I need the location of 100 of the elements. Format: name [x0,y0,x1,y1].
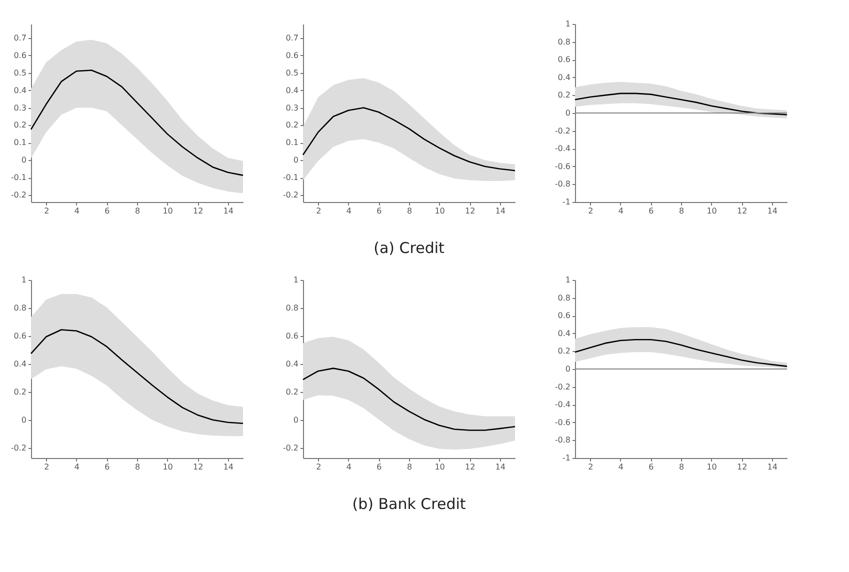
x-tick-label: 6 [376,462,382,472]
y-tick-label: -0.2 [282,444,298,453]
x-tick-label: 10 [434,206,445,216]
y-tick-label: -0.2 [282,190,298,200]
y-tick-label: -0.1 [10,173,26,182]
y-tick-label: 0 [565,108,570,118]
line-series [574,92,788,116]
y-tick-label: 0.8 [286,304,298,313]
line-series [30,329,244,424]
x-tick-label: 6 [648,462,654,472]
x-tick-label: 14 [223,462,234,472]
line-series [30,70,244,176]
x-tick-label: 12 [736,462,748,472]
text: (a) Credit [374,239,444,257]
x-tick-label: 8 [678,206,684,216]
x-tick-label: 12 [192,206,204,216]
y-tick-label: -0.2 [10,444,26,453]
y-tick-label: 0.1 [14,138,26,148]
y-tick-label: 0.3 [286,103,298,112]
y-tick-label: 0 [565,364,570,374]
y-tick-label: -0.1 [282,173,298,182]
x-tick-label: 10 [434,462,445,472]
x-tick-label: 2 [588,462,594,472]
x-tick-label: 2 [588,206,594,216]
y-tick-label: 0.4 [558,328,570,338]
y-tick-label: 0.8 [558,293,570,302]
y-tick-label: -0.6 [554,418,570,427]
y-tick-label: 0.6 [286,50,298,60]
y-tick-label: 0.4 [14,360,26,369]
x-tick-label: 8 [406,206,412,216]
y-tick-label: 0.8 [14,304,26,313]
x-tick-label: 2 [44,462,50,472]
x-tick-label: 6 [104,462,110,472]
x-tick-label: 4 [346,462,352,472]
y-tick-label: 0.2 [286,388,298,397]
y-tick-label: 0.8 [558,37,570,46]
y-tick-label: 0.2 [558,90,570,100]
y-tick-label: 0 [21,156,26,165]
y-tick-label: 1 [21,276,26,284]
y-tick-label: 0.6 [14,50,26,60]
y-tick-label: -0.2 [554,126,570,136]
line-series [302,368,516,431]
y-tick-label: 0.7 [286,33,298,42]
y-tick-label: 0.6 [558,55,570,64]
x-tick-label: 14 [495,206,506,216]
y-tick-label: -0.2 [10,190,26,200]
x-tick-label: 6 [104,206,110,216]
y-tick-label: 0.6 [286,332,298,341]
text: (b) Bank Credit [352,495,466,513]
x-tick-label: 12 [464,462,476,472]
y-tick-label: 0.5 [14,68,26,78]
x-tick-label: 10 [706,462,717,472]
x-tick-label: 2 [44,206,50,216]
y-tick-label: 0 [21,416,26,425]
y-tick-label: 0.6 [558,311,570,320]
line-series [574,338,788,367]
y-tick-label: 0.2 [558,346,570,356]
x-tick-label: 14 [495,462,506,472]
y-tick-label: 1 [565,20,570,28]
x-tick-label: 12 [736,206,748,216]
y-tick-label: 1 [293,276,298,284]
x-tick-label: 10 [706,206,717,216]
x-tick-label: 14 [223,206,234,216]
x-tick-label: 2 [316,206,322,216]
y-tick-label: 0.2 [14,120,26,130]
x-tick-label: 14 [767,206,778,216]
y-tick-label: 0.6 [14,332,26,341]
x-tick-label: 14 [767,462,778,472]
y-tick-label: 1 [565,276,570,284]
y-tick-label: 0.1 [286,138,298,148]
y-tick-label: 0.4 [286,86,298,95]
x-tick-label: 8 [134,462,140,472]
y-tick-label: 0.7 [14,33,26,42]
y-tick-label: 0.2 [286,120,298,130]
y-tick-label: -0.6 [554,162,570,171]
x-tick-label: 8 [406,462,412,472]
x-tick-label: 8 [134,206,140,216]
x-tick-label: 6 [648,206,654,216]
y-tick-label: 0.4 [558,72,570,82]
line-series [302,107,516,172]
y-tick-label: 0.4 [14,86,26,95]
y-tick-label: 0 [293,416,298,425]
y-tick-label: -0.4 [554,400,570,410]
x-tick-label: 2 [316,462,322,472]
y-tick-label: -1 [562,198,570,206]
y-tick-label: -0.8 [554,180,570,189]
x-tick-label: 4 [346,206,352,216]
x-tick-label: 4 [74,462,80,472]
y-tick-label: 0.5 [286,68,298,78]
y-tick-label: -1 [562,454,570,462]
x-tick-label: 4 [618,206,624,216]
y-tick-label: 0.4 [286,360,298,369]
x-tick-label: 8 [678,462,684,472]
x-tick-label: 10 [162,206,173,216]
y-tick-label: -0.8 [554,436,570,445]
y-tick-label: 0 [293,156,298,165]
x-tick-label: 4 [74,206,80,216]
x-tick-label: 12 [192,462,204,472]
x-tick-label: 6 [376,206,382,216]
x-tick-label: 10 [162,462,173,472]
